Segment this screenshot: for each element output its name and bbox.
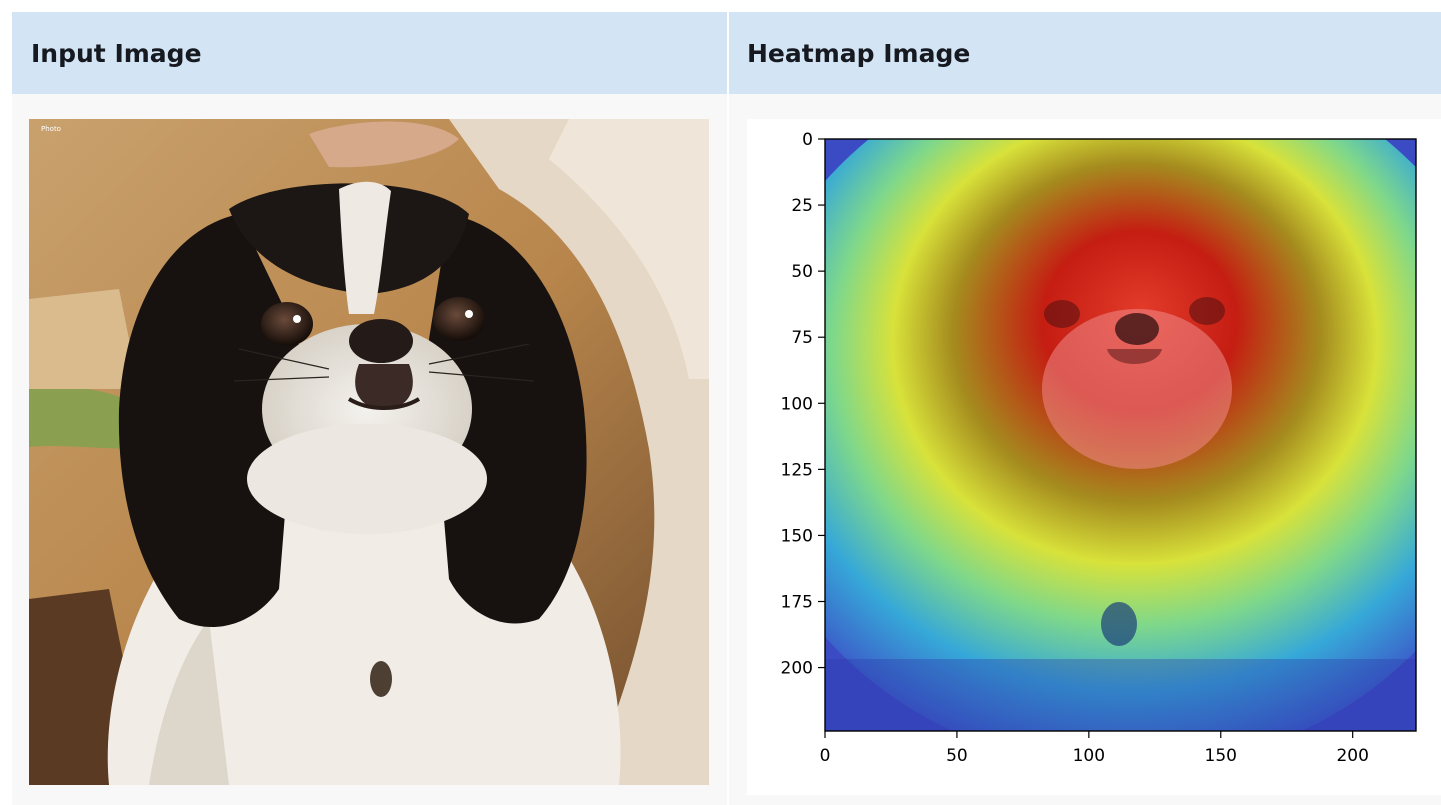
x-tick-label: 150 (1205, 746, 1237, 766)
column-divider (727, 12, 729, 805)
x-tick-label: 50 (946, 746, 968, 766)
y-tick-label: 75 (791, 328, 813, 348)
y-tick-label: 50 (791, 262, 813, 282)
heatmap-plot: 0 25 50 75 100 125 150 175 200 0 50 100 150 200 (747, 119, 1441, 795)
x-tick-label: 0 (820, 746, 831, 766)
y-tick-label: 25 (791, 196, 813, 216)
table-header-row: Input Image Heatmap Image (12, 12, 1441, 94)
y-tick-label: 125 (781, 460, 813, 480)
input-image-header: Input Image (31, 38, 202, 68)
y-tick-label: 175 (781, 593, 813, 613)
plot-frame (824, 138, 1417, 732)
y-tick-label: 100 (781, 394, 813, 414)
heatmap-overlay (825, 139, 1416, 731)
x-tick-label: 200 (1336, 746, 1368, 766)
x-tick-label: 100 (1073, 746, 1105, 766)
y-axis: 0 25 50 75 100 125 150 175 200 (781, 130, 825, 679)
y-tick-label: 0 (802, 130, 813, 150)
input-image: Photo (29, 119, 709, 785)
x-axis: 0 50 100 150 200 (820, 731, 1369, 766)
photo-watermark: Photo (41, 125, 61, 133)
y-tick-label: 200 (781, 659, 813, 679)
heatmap-chart: 0 25 50 75 100 125 150 175 200 0 50 100 150 200 (781, 130, 1417, 766)
comparison-table: Input Image Heatmap Image (12, 12, 1441, 805)
dog-photo: Photo (29, 119, 709, 785)
y-tick-label: 150 (781, 526, 813, 546)
heatmap-image-header: Heatmap Image (747, 38, 971, 68)
